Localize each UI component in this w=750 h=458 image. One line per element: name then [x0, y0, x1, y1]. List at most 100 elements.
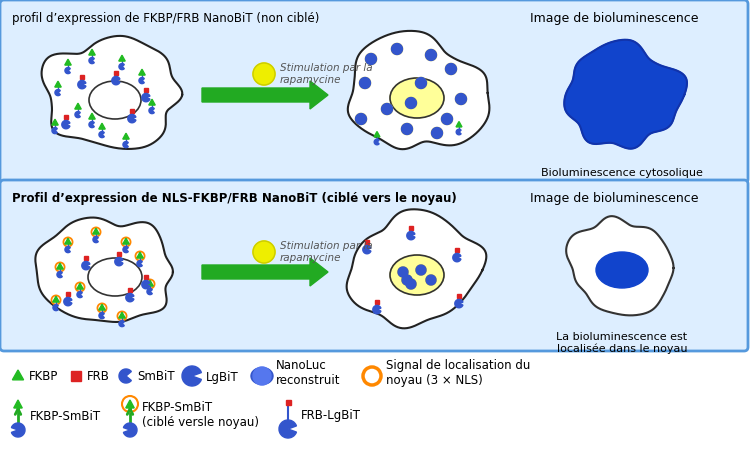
Text: Stimulation par la
rapamycine: Stimulation par la rapamycine	[280, 241, 373, 262]
Ellipse shape	[390, 78, 444, 118]
FancyBboxPatch shape	[144, 88, 148, 92]
Ellipse shape	[88, 258, 142, 296]
FancyBboxPatch shape	[144, 275, 148, 279]
Circle shape	[359, 77, 370, 88]
Wedge shape	[64, 297, 72, 306]
Wedge shape	[57, 272, 62, 278]
Circle shape	[446, 64, 457, 75]
Wedge shape	[55, 90, 60, 96]
Polygon shape	[348, 31, 490, 149]
Wedge shape	[62, 120, 70, 129]
Text: FKBP: FKBP	[29, 371, 58, 383]
Wedge shape	[374, 139, 380, 145]
Wedge shape	[99, 131, 104, 138]
Polygon shape	[99, 304, 105, 310]
Wedge shape	[65, 246, 70, 253]
Wedge shape	[406, 231, 415, 240]
Wedge shape	[442, 114, 452, 125]
Ellipse shape	[596, 252, 648, 288]
Text: Image de bioluminescence: Image de bioluminescence	[530, 192, 698, 205]
Wedge shape	[446, 64, 457, 75]
Wedge shape	[406, 279, 416, 289]
Wedge shape	[119, 369, 131, 383]
Polygon shape	[118, 312, 125, 318]
Wedge shape	[392, 44, 403, 55]
Circle shape	[416, 77, 427, 88]
Ellipse shape	[89, 81, 141, 119]
Wedge shape	[149, 108, 154, 114]
Text: FKBP-SmBiT
(ciblé versle noyau): FKBP-SmBiT (ciblé versle noyau)	[142, 401, 259, 429]
Polygon shape	[13, 370, 23, 380]
Wedge shape	[124, 423, 137, 437]
Wedge shape	[52, 128, 57, 134]
Polygon shape	[374, 131, 380, 137]
Wedge shape	[147, 289, 152, 294]
Wedge shape	[416, 265, 426, 275]
FancyBboxPatch shape	[365, 240, 369, 244]
Wedge shape	[453, 253, 461, 262]
Wedge shape	[119, 64, 124, 70]
Polygon shape	[57, 263, 63, 269]
Text: Signal de localisation du
noyau (3 × NLS): Signal de localisation du noyau (3 × NLS…	[386, 359, 530, 387]
Wedge shape	[182, 366, 202, 386]
FancyBboxPatch shape	[130, 109, 134, 113]
Wedge shape	[401, 124, 412, 135]
Wedge shape	[126, 294, 134, 302]
Text: Bioluminescence cytosolique: Bioluminescence cytosolique	[541, 168, 703, 178]
Polygon shape	[123, 133, 129, 139]
Wedge shape	[89, 121, 94, 128]
Text: Stimulation par la
rapamycine: Stimulation par la rapamycine	[280, 63, 373, 85]
Wedge shape	[139, 77, 144, 84]
Polygon shape	[88, 113, 95, 119]
Wedge shape	[373, 305, 381, 314]
FancyBboxPatch shape	[80, 75, 84, 79]
Polygon shape	[64, 59, 71, 65]
Circle shape	[426, 275, 436, 285]
Wedge shape	[359, 77, 370, 88]
FancyBboxPatch shape	[0, 0, 748, 183]
Wedge shape	[65, 68, 70, 74]
Wedge shape	[253, 367, 271, 385]
Circle shape	[253, 63, 275, 85]
Circle shape	[425, 49, 436, 60]
Polygon shape	[35, 218, 173, 322]
Wedge shape	[426, 275, 436, 285]
Wedge shape	[382, 104, 392, 114]
Wedge shape	[142, 93, 150, 102]
Circle shape	[402, 275, 412, 285]
FancyArrow shape	[202, 81, 328, 109]
Text: FRB: FRB	[87, 371, 109, 383]
Text: profil d’expression de FKBP/FRB NanoBiT (non ciblé): profil d’expression de FKBP/FRB NanoBiT …	[12, 12, 320, 25]
Polygon shape	[13, 400, 22, 408]
Wedge shape	[93, 237, 98, 243]
FancyBboxPatch shape	[457, 294, 461, 298]
Polygon shape	[88, 49, 95, 55]
Wedge shape	[363, 245, 371, 254]
Polygon shape	[139, 69, 146, 75]
Polygon shape	[456, 121, 462, 127]
Wedge shape	[89, 58, 94, 64]
Wedge shape	[454, 300, 463, 308]
Wedge shape	[82, 262, 90, 270]
FancyBboxPatch shape	[128, 288, 132, 292]
Polygon shape	[123, 238, 129, 244]
Wedge shape	[416, 77, 427, 88]
Text: LgBiT: LgBiT	[206, 371, 238, 383]
Text: Image de bioluminescence: Image de bioluminescence	[530, 12, 698, 25]
Wedge shape	[112, 76, 120, 85]
Wedge shape	[406, 98, 416, 109]
Wedge shape	[53, 305, 58, 311]
Ellipse shape	[390, 255, 444, 295]
Circle shape	[442, 114, 452, 125]
FancyBboxPatch shape	[375, 300, 379, 304]
Wedge shape	[402, 275, 412, 285]
FancyBboxPatch shape	[455, 248, 459, 252]
Polygon shape	[93, 228, 99, 234]
Wedge shape	[115, 257, 123, 266]
Circle shape	[365, 54, 376, 65]
Circle shape	[406, 279, 416, 289]
Polygon shape	[148, 99, 155, 105]
Wedge shape	[119, 321, 124, 327]
Wedge shape	[11, 423, 25, 437]
Wedge shape	[137, 261, 142, 267]
